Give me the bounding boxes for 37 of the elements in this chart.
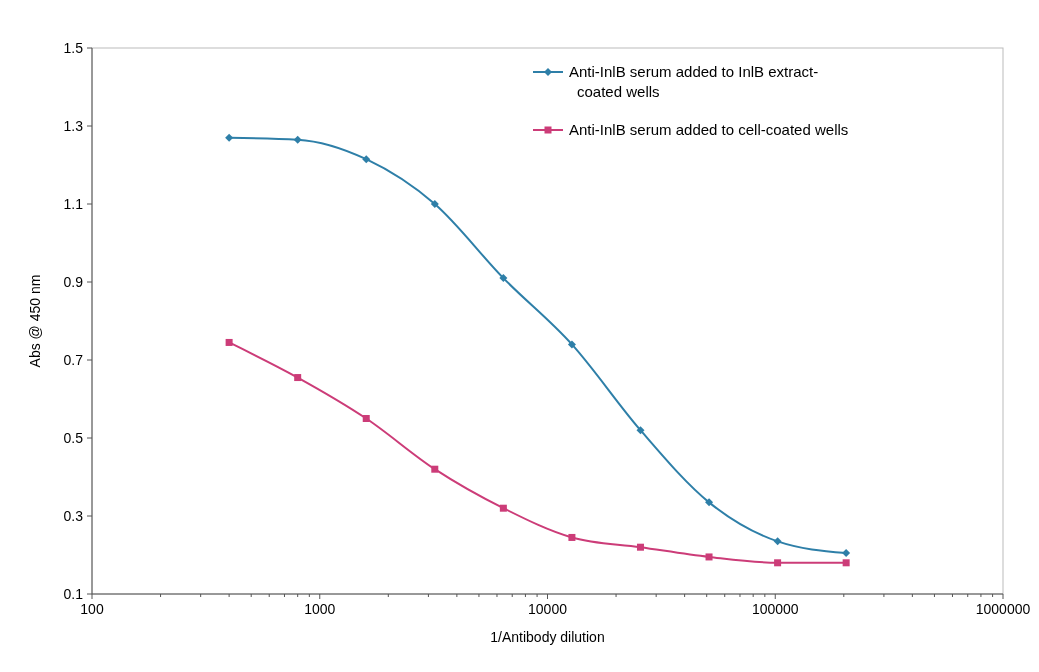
point — [636, 543, 644, 551]
x-tick-label: 1000 — [304, 601, 336, 617]
point — [293, 135, 302, 144]
y-tick-label: 0.1 — [63, 586, 84, 602]
point — [567, 340, 576, 349]
point — [774, 559, 782, 567]
point — [431, 465, 439, 473]
y-tick-label: 0.9 — [63, 274, 84, 290]
y-tick-label: 0.3 — [63, 508, 84, 524]
point — [705, 553, 713, 561]
legend-label: Anti-InlB serum added to InlB extract-coated wells — [569, 63, 819, 100]
point — [430, 200, 439, 208]
x-axis-title: 1/Antibody dilution — [490, 629, 605, 645]
y-tick-label: 1.5 — [63, 40, 84, 56]
point — [225, 338, 233, 346]
point — [362, 155, 371, 164]
point — [773, 537, 782, 546]
y-tick-label: 1.1 — [63, 196, 84, 212]
point — [499, 274, 508, 283]
y-tick-label: 1.3 — [63, 118, 84, 134]
point — [705, 498, 714, 507]
x-tick-label: 100 — [80, 601, 104, 617]
point — [362, 415, 370, 422]
point — [636, 426, 645, 435]
x-tick-label: 100000 — [751, 601, 799, 617]
point — [568, 533, 576, 541]
point — [294, 374, 302, 382]
y-tick-label: 0.5 — [63, 430, 84, 446]
point — [499, 504, 507, 512]
x-tick-label: 1000000 — [975, 601, 1031, 617]
point — [842, 559, 850, 567]
y-tick-label: 0.7 — [63, 352, 84, 368]
y-axis-title: Abs @ 450 nm — [27, 274, 43, 368]
x-tick-label: 10000 — [528, 601, 568, 617]
point — [842, 549, 851, 558]
point — [225, 133, 234, 142]
legend-label: Anti-InlB serum added to cell-coated wells — [569, 121, 849, 138]
